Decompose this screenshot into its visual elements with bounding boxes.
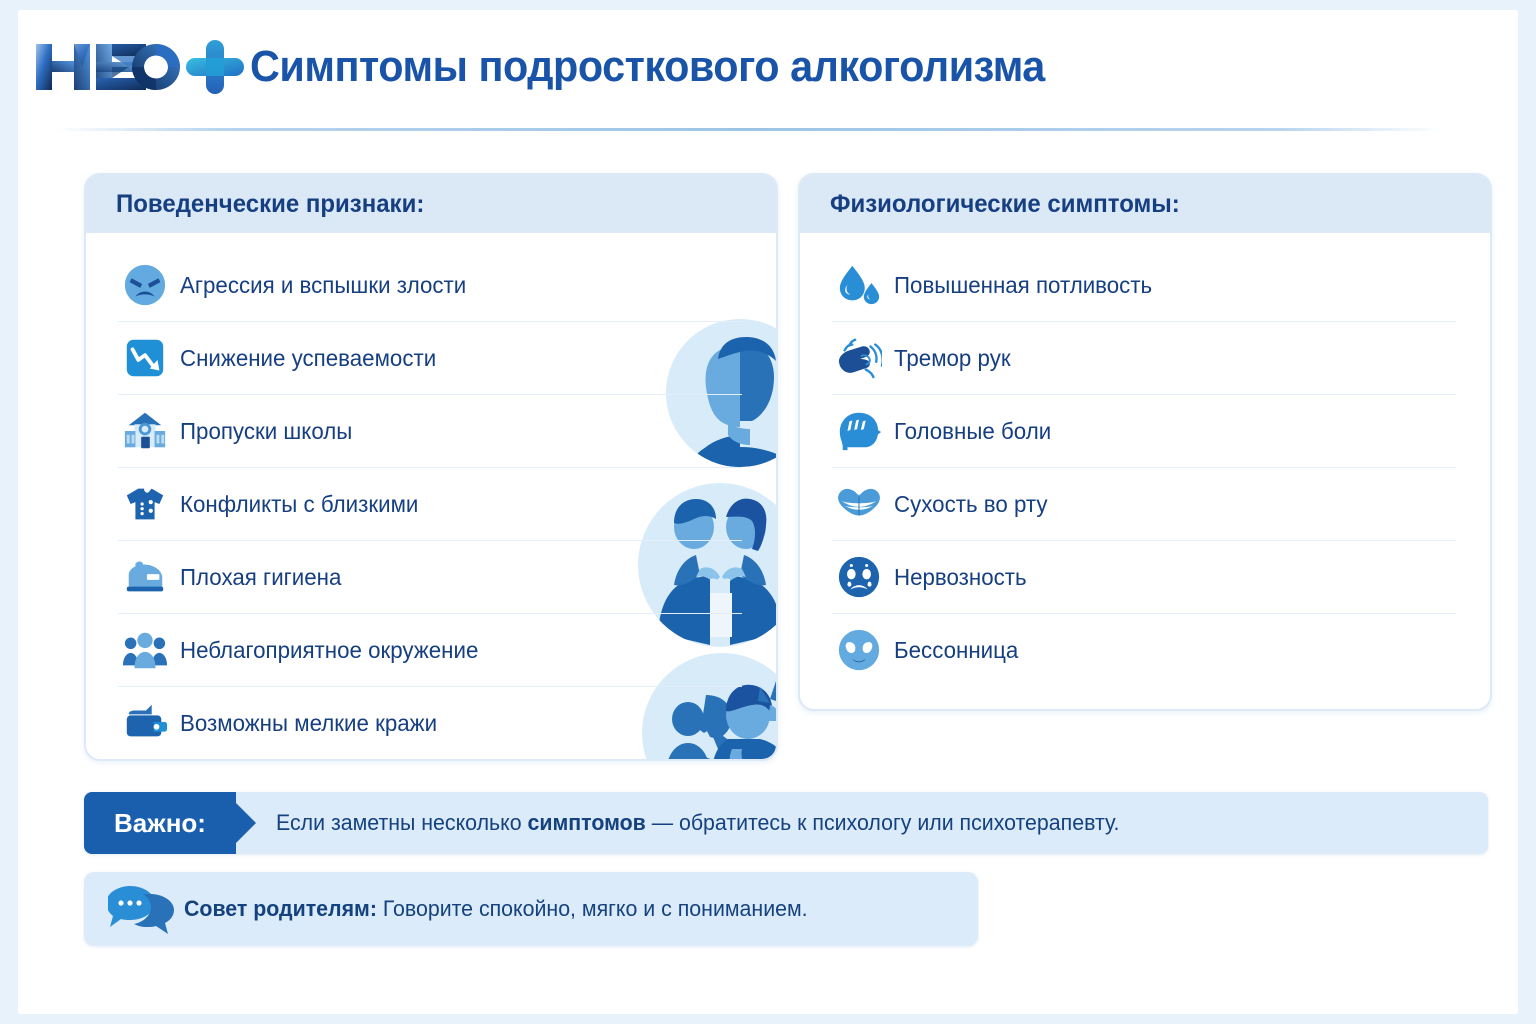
list-item-label: Снижение успеваемости	[180, 344, 437, 371]
notice-text-before: Если заметны несколько	[276, 810, 528, 835]
list-item[interactable]: Повышенная потливость	[832, 249, 1456, 322]
list-item[interactable]: Возможны мелкие кражи	[118, 687, 742, 759]
parents-tip-body: Говорите спокойно, мягко и с пониманием.	[376, 896, 808, 921]
list-item-label: Нервозность	[894, 563, 1027, 590]
list-item[interactable]: Бессонница	[832, 614, 1456, 686]
list-item-label: Тремор рук	[894, 344, 1011, 371]
header-divider	[54, 128, 1444, 131]
list-item[interactable]: Агрессия и вспышки злости	[118, 249, 742, 322]
list-item-label: Плохая гигиена	[180, 563, 342, 590]
infographic-page: Симптомы подросткового алкоголизма Повед…	[18, 10, 1518, 1014]
list-item[interactable]: Головные боли	[832, 395, 1456, 468]
list-item-label: Бессонница	[894, 636, 1019, 663]
parents-tip-bar: Совет родителям: Говорите спокойно, мягк…	[84, 872, 978, 946]
list-item-label: Повышенная потливость	[894, 271, 1153, 298]
declining-chart-icon	[118, 331, 172, 385]
list-item-label: Сухость во рту	[894, 490, 1048, 517]
head-pain-icon	[832, 404, 886, 458]
list-item[interactable]: Пропуски школы	[118, 395, 742, 468]
list-item[interactable]: Сухость во рту	[832, 468, 1456, 541]
two-people-arguing-illustration	[638, 483, 776, 647]
tshirt-icon	[118, 477, 172, 531]
important-notice-text: Если заметны несколько симптомов — обрат…	[276, 810, 1119, 836]
list-item[interactable]: Снижение успеваемости	[118, 322, 742, 395]
parents-tip-label: Совет родителям:	[184, 896, 377, 921]
notice-text-bold: симптомов	[527, 810, 646, 835]
panel-behavioral: Поведенческие признаки:	[84, 173, 778, 761]
panel-physiological-heading: Физиологические симптомы:	[830, 189, 1180, 218]
list-item-label: Агрессия и вспышки злости	[180, 271, 467, 298]
panel-physiological-header: Физиологические симптомы:	[800, 175, 1490, 233]
page-title: Симптомы подросткового алкоголизма	[250, 42, 1045, 91]
notice-text-after: — обратитесь к психологу или психотерапе…	[645, 810, 1120, 835]
panel-behavioral-heading: Поведенческие признаки:	[116, 189, 425, 218]
wallet-icon	[118, 696, 172, 750]
angry-face-icon	[118, 258, 172, 312]
sleepy-face-icon	[832, 623, 886, 677]
panel-physiological: Физиологические симптомы:	[798, 173, 1492, 711]
list-item-label: Возможны мелкие кражи	[180, 709, 438, 736]
worried-face-icon	[832, 550, 886, 604]
list-item-label: Пропуски школы	[180, 417, 353, 444]
important-badge: Важно:	[84, 792, 256, 854]
list-item-label: Головные боли	[894, 417, 1052, 444]
parents-tip-text: Совет родителям: Говорите спокойно, мягк…	[184, 896, 808, 922]
list-item-label: Неблагоприятное окружение	[180, 636, 479, 663]
group-of-people-icon	[118, 623, 172, 677]
list-item[interactable]: Конфликты с близкими	[118, 468, 742, 541]
speech-bubbles-icon	[106, 882, 178, 936]
school-building-icon	[118, 404, 172, 458]
laundry-bag-icon	[118, 550, 172, 604]
list-item[interactable]: Тремор рук	[832, 322, 1456, 395]
list-item[interactable]: Неблагоприятное окружение	[118, 614, 742, 687]
list-item-label: Конфликты с близкими	[180, 490, 419, 517]
header: Симптомы подросткового алкоголизма	[18, 10, 1518, 128]
important-notice-bar: Важно: Если заметны несколько симптомов …	[84, 792, 1488, 854]
list-item[interactable]: Плохая гигиена	[118, 541, 742, 614]
panel-behavioral-header: Поведенческие признаки:	[86, 175, 776, 233]
shaking-hand-icon	[832, 331, 886, 385]
lips-icon	[832, 477, 886, 531]
panel-physiological-body: Повышенная потливость Тремор рук	[800, 233, 1490, 696]
panel-behavioral-body: Агрессия и вспышки злости Снижение успев…	[86, 233, 776, 759]
neo-plus-logo	[34, 36, 246, 98]
list-item[interactable]: Нервозность	[832, 541, 1456, 614]
water-drops-icon	[832, 258, 886, 312]
